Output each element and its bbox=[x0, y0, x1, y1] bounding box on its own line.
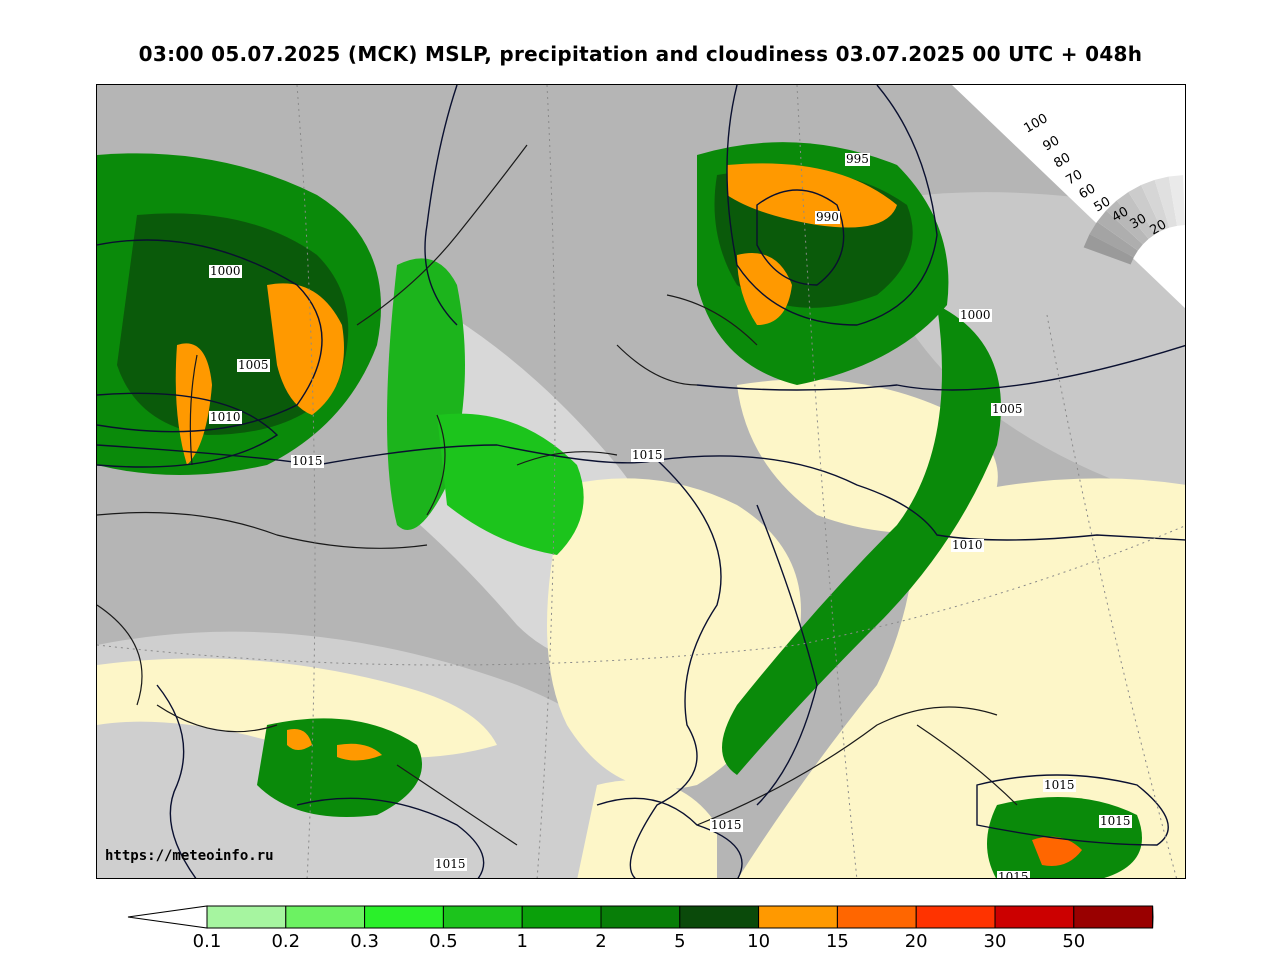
attribution-link[interactable]: https://meteoinfo.ru bbox=[105, 848, 274, 864]
cloudiness-segment bbox=[1141, 179, 1170, 231]
colorbar-segment bbox=[836, 905, 917, 929]
isobar-label: 1015 bbox=[291, 454, 324, 468]
colorbar-tick-label: 15 bbox=[825, 931, 849, 952]
colorbar-segment bbox=[364, 905, 444, 929]
colorbar-segment bbox=[442, 905, 523, 929]
heavy-precip-atlantic bbox=[267, 283, 344, 415]
isobar-label: 1010 bbox=[209, 410, 242, 424]
cloudiness-segment bbox=[1097, 210, 1143, 251]
isobars bbox=[97, 85, 1185, 878]
isobar-label: 1015 bbox=[1099, 814, 1132, 828]
cloudiness-label: 80 bbox=[1052, 150, 1074, 171]
forecast-map: 995 990 1000 1005 1010 1015 1000 1005 1010 1015 10… bbox=[96, 84, 1186, 879]
cloudiness-segment bbox=[1083, 234, 1134, 265]
cloudiness-label: 60 bbox=[1077, 181, 1099, 202]
cloudiness-label: 90 bbox=[1041, 133, 1063, 154]
heavy-precip-alps bbox=[287, 729, 312, 750]
isobar-label: 995 bbox=[845, 152, 870, 166]
isobar-label: 1000 bbox=[209, 264, 242, 278]
colorbar-tick-label: 20 bbox=[904, 931, 928, 952]
colorbar-segment bbox=[1073, 905, 1154, 929]
colorbar-segment bbox=[994, 905, 1075, 929]
colorbar-tick-label: 0.2 bbox=[271, 931, 301, 952]
cloudiness-label: 70 bbox=[1064, 167, 1086, 188]
cloudiness-segment bbox=[1116, 191, 1156, 239]
isobar-label: 1015 bbox=[1043, 778, 1076, 792]
isobar-label: 1005 bbox=[991, 402, 1024, 416]
cloudiness-segment bbox=[1128, 185, 1162, 235]
cloudiness-label: 30 bbox=[1128, 211, 1150, 232]
colorbar-tick-label: 0.5 bbox=[429, 931, 458, 952]
colorbar-segment bbox=[521, 905, 602, 929]
cloudiness-label: 20 bbox=[1148, 217, 1170, 238]
graticule bbox=[97, 85, 1185, 878]
colorbar-segment bbox=[285, 905, 366, 929]
heavy-precip-britain bbox=[175, 343, 212, 465]
cloudiness-segment bbox=[1089, 221, 1138, 258]
colorbar-tick-label: 5 bbox=[674, 931, 686, 952]
cloudiness-label: 40 bbox=[1110, 204, 1132, 225]
colorbar-segment bbox=[600, 905, 681, 929]
cloudiness-segment bbox=[1154, 176, 1178, 228]
colorbar-tick-label: 30 bbox=[983, 931, 1007, 952]
isobar-label: 1015 bbox=[434, 857, 467, 871]
heavy-precip-caucasus bbox=[1032, 836, 1082, 866]
heavy-precip-alps bbox=[337, 743, 382, 761]
colorbar-tick-label: 1 bbox=[516, 931, 528, 952]
colorbar-tick-label: 0.3 bbox=[350, 931, 379, 952]
precip-band-russia bbox=[722, 305, 1001, 775]
isobar-label: 1010 bbox=[951, 538, 984, 552]
heavy-precip-kola bbox=[727, 163, 897, 228]
precip-band-baltic bbox=[437, 413, 584, 555]
colorbar-segment bbox=[915, 905, 996, 929]
cloudiness-segment bbox=[1168, 175, 1185, 226]
cloudiness-segment bbox=[1106, 200, 1149, 245]
colorbar-tick-label: 50 bbox=[1062, 931, 1086, 952]
coastlines bbox=[97, 144, 1018, 846]
isobar-label: 1000 bbox=[959, 308, 992, 322]
map-canvas bbox=[97, 85, 1185, 878]
isobar-label: 1015 bbox=[997, 871, 1030, 878]
clear-sky-area bbox=[97, 658, 497, 758]
colorbar-segment bbox=[758, 905, 838, 929]
clear-sky-area bbox=[577, 780, 717, 878]
colorbar-segment bbox=[206, 905, 287, 929]
colorbar-under-arrow bbox=[127, 905, 208, 929]
chart-title: 03:00 05.07.2025 (MCK) MSLP, precipitati… bbox=[138, 42, 1143, 66]
isobar-label: 1005 bbox=[237, 358, 270, 372]
colorbar-tick-label: 10 bbox=[747, 931, 771, 952]
clear-sky-area bbox=[738, 478, 1185, 878]
colorbar-tick-label: 2 bbox=[595, 931, 607, 952]
cloudiness-label: 50 bbox=[1092, 194, 1114, 215]
isobar-label: 990 bbox=[815, 210, 840, 224]
colorbar-tick-label: 0.1 bbox=[192, 931, 222, 952]
heavy-precip-karelia bbox=[737, 253, 792, 325]
colorbar-segment bbox=[679, 905, 760, 929]
isobar-label: 1015 bbox=[710, 818, 743, 832]
isobar-label: 1015 bbox=[631, 448, 664, 462]
